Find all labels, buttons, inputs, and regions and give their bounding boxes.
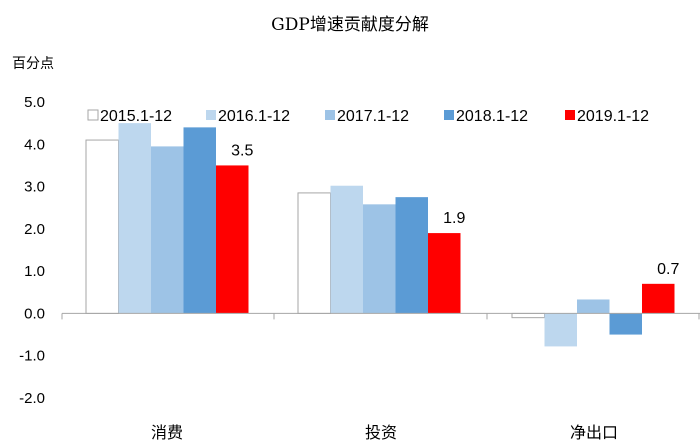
bar: [642, 283, 675, 314]
bar: [544, 313, 577, 347]
legend-label: 2016.1-12: [218, 108, 290, 125]
y-tick-label: 5.0: [24, 94, 45, 111]
bars-group: [85, 123, 675, 347]
legend-label: 2018.1-12: [456, 108, 528, 125]
bar: [85, 139, 119, 314]
legend-label: 2017.1-12: [337, 108, 409, 125]
bar: [511, 312, 545, 319]
y-tick-label: 1.0: [24, 263, 45, 280]
data-labels: 3.5 1.9 0.7: [231, 142, 679, 277]
data-label: 0.7: [657, 261, 679, 278]
bar: [151, 146, 184, 314]
y-tick-label: 3.0: [24, 179, 45, 196]
bar: [330, 185, 363, 314]
bar: [297, 192, 331, 314]
y-tick-label: -1.0: [19, 348, 45, 365]
legend-swatch: [444, 110, 454, 120]
bar: [577, 299, 610, 314]
category-label: 消费: [151, 423, 183, 442]
bar: [183, 127, 216, 314]
legend-swatch: [206, 110, 216, 120]
legend-swatch: [87, 109, 99, 121]
data-label: 3.5: [231, 142, 253, 159]
bar: [395, 197, 428, 314]
bar: [609, 313, 642, 335]
legend: 2015.1-12 2016.1-12 2017.1-12 2018.1-12 2019…: [87, 108, 649, 125]
category-label: 净出口: [570, 423, 618, 442]
data-label: 1.9: [443, 210, 465, 227]
category-label: 投资: [365, 423, 397, 442]
y-tick-label: 4.0: [24, 136, 45, 153]
bar: [363, 204, 396, 314]
y-tick-label: -2.0: [19, 390, 45, 407]
y-tick-label: 2.0: [24, 221, 45, 238]
y-tick-label: 0.0: [24, 305, 45, 322]
legend-label: 2019.1-12: [577, 108, 649, 125]
legend-swatch: [325, 110, 335, 120]
bar: [118, 123, 151, 314]
bar: [216, 165, 249, 314]
chart-title: GDP增速贡献度分解: [271, 15, 429, 35]
legend-swatch: [565, 110, 575, 120]
y-axis-unit: 百分点: [12, 56, 54, 72]
x-axis: [61, 312, 700, 320]
legend-label: 2015.1-12: [100, 108, 172, 125]
bar: [428, 233, 461, 314]
y-axis-ticks: 5.0 4.0 3.0 2.0 1.0 0.0 -1.0 -2.0: [19, 94, 45, 407]
category-labels: 消费 投资 净出口: [151, 423, 618, 442]
